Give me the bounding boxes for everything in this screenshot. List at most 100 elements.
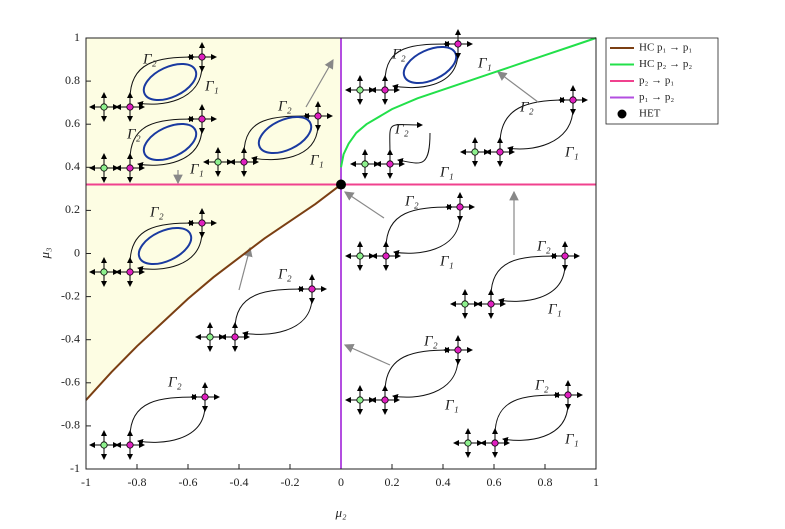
- inset-orbit: [129, 220, 195, 265]
- inset-orbit: [129, 116, 195, 161]
- pointer-arrow: [238, 246, 253, 291]
- inset-orbit: [137, 64, 203, 107]
- inset-orbit: [129, 394, 198, 438]
- inset-node: [214, 158, 222, 166]
- inset-orbit: [507, 107, 574, 152]
- inset-node: [454, 40, 462, 48]
- y-tick-label: 0.8: [65, 73, 80, 87]
- pointer-arrow: [305, 58, 334, 108]
- annotation: Γ₂: [534, 377, 549, 393]
- annotation: Γ₂: [167, 374, 182, 390]
- annotation: Γ₁: [309, 152, 324, 168]
- annotation: Γ₂: [536, 238, 551, 254]
- legend-label: p₁ → p₂: [639, 91, 674, 103]
- annotation: Γ₂: [126, 126, 141, 142]
- inset-orbit: [498, 263, 566, 304]
- inset-node: [240, 158, 248, 166]
- inset-node: [198, 115, 206, 123]
- inset-node: [100, 268, 108, 276]
- insets: [89, 29, 588, 460]
- inset-node: [198, 219, 206, 227]
- y-tick-label: -1: [70, 461, 80, 475]
- annotation: Γ₂: [519, 99, 534, 115]
- inset-orbit: [397, 132, 431, 164]
- legend-marker: [617, 109, 627, 119]
- y-tick-label: -0.6: [61, 375, 80, 389]
- x-tick-label: 0.2: [385, 475, 400, 489]
- het-point: [336, 179, 346, 190]
- inset-orbit: [137, 404, 206, 445]
- pointer-arrow: [344, 191, 385, 219]
- annotation: Γ₂: [277, 266, 292, 282]
- inset-orbit: [392, 357, 459, 400]
- shaded-region: [86, 38, 341, 401]
- inset-node: [464, 439, 472, 447]
- inset-node: [454, 346, 462, 354]
- inset-orbit: [384, 41, 451, 83]
- annotation: Γ₁: [189, 161, 204, 177]
- legend-label: p₂ → p₁: [639, 75, 674, 87]
- inset-orbit: [392, 51, 459, 90]
- plot-frame: [85, 37, 597, 470]
- inset-orbit: [251, 123, 319, 162]
- legend-label: HC p₂ → p₂: [639, 58, 692, 70]
- annotation: Γ₁: [439, 164, 454, 180]
- inset-node: [386, 160, 394, 168]
- inset-orbit: [490, 253, 558, 297]
- x-tick-label: -0.2: [281, 475, 300, 489]
- legend-label: HET: [639, 108, 661, 120]
- y-tick-label: 0.4: [65, 159, 80, 173]
- y-axis-label: μ₃: [37, 247, 52, 259]
- inset-node: [487, 300, 495, 308]
- inset-node: [201, 393, 209, 401]
- inset-orbit: [384, 347, 451, 393]
- annotation: Γ₁: [439, 253, 454, 269]
- inset-cycle: [257, 115, 313, 155]
- legend-label: HC p₁ → p₁: [639, 42, 692, 54]
- inset-node: [198, 53, 206, 61]
- annotation: Γ₂: [391, 46, 406, 62]
- inset-cycle: [137, 226, 193, 266]
- inset-node: [471, 148, 479, 156]
- annotation: Γ₁: [444, 397, 459, 413]
- annotation: Γ₁: [564, 144, 579, 160]
- y-tick-label: -0.8: [61, 418, 80, 432]
- y-tick-label: -0.2: [61, 288, 80, 302]
- inset-node: [564, 391, 572, 399]
- annotation: Γ₁: [204, 78, 219, 94]
- inset-node: [126, 164, 134, 172]
- inset-orbit: [502, 402, 569, 443]
- inset-node: [126, 268, 134, 276]
- inset-node: [356, 252, 364, 260]
- x-tick-label: 0: [338, 475, 344, 489]
- annotation: Γ₂: [394, 121, 409, 137]
- inset-cycle: [142, 62, 198, 102]
- inset-node: [496, 148, 504, 156]
- inset-orbit: [137, 126, 203, 168]
- inset-orbit: [129, 54, 195, 100]
- y-tick-label: 0.2: [65, 202, 80, 216]
- x-axis-label: μ₂: [334, 505, 347, 520]
- pointer-arrow: [497, 71, 539, 103]
- inset-orbit: [234, 286, 305, 330]
- inset-node: [491, 439, 499, 447]
- annotation: Γ₂: [423, 333, 438, 349]
- annotation: Γ₂: [142, 51, 157, 67]
- inset-node: [100, 164, 108, 172]
- inset-node: [231, 333, 239, 341]
- annotation: Γ₁: [547, 301, 562, 317]
- curve: [85, 183, 342, 401]
- inset-node: [126, 103, 134, 111]
- inset-node: [356, 396, 364, 404]
- x-tick-label: 0.4: [436, 475, 451, 489]
- annotation: Γ₂: [149, 204, 164, 220]
- x-tick-label: -0.8: [128, 475, 147, 489]
- inset-cycle: [142, 122, 198, 162]
- x-tick-label: -0.6: [179, 475, 198, 489]
- pointer-arrow: [343, 344, 391, 366]
- inset-node: [381, 396, 389, 404]
- inset-orbit: [385, 204, 453, 249]
- y-tick-label: 0.6: [65, 116, 80, 130]
- inset-node: [569, 96, 577, 104]
- inset-node: [561, 252, 569, 260]
